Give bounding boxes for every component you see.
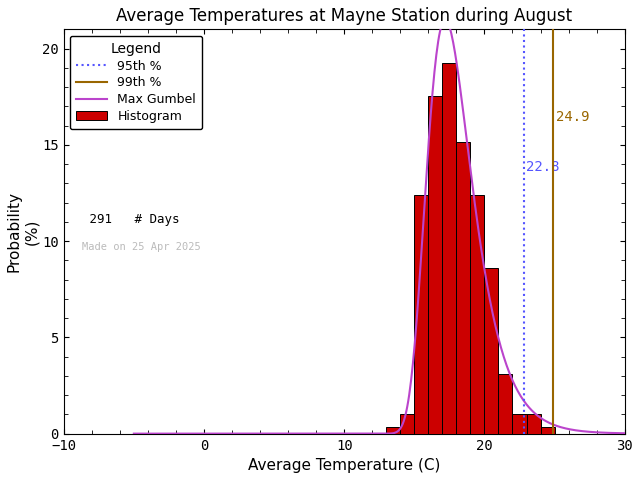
Title: Average Temperatures at Mayne Station during August: Average Temperatures at Mayne Station du… (116, 7, 572, 25)
Bar (527, 414, 541, 433)
Text: 24.9: 24.9 (556, 110, 589, 124)
Bar (456, 143, 470, 433)
Bar (513, 414, 527, 433)
Bar (428, 96, 442, 433)
Bar (484, 268, 499, 433)
Y-axis label: Probability
(%): Probability (%) (7, 191, 39, 272)
Bar (442, 63, 456, 433)
Bar (470, 195, 484, 433)
Bar (400, 414, 414, 433)
Legend: 95th %, 99th %, Max Gumbel, Histogram: 95th %, 99th %, Max Gumbel, Histogram (70, 36, 202, 129)
X-axis label: Average Temperature (C): Average Temperature (C) (248, 458, 440, 473)
Text: Made on 25 Apr 2025: Made on 25 Apr 2025 (82, 241, 200, 252)
Bar (499, 374, 513, 433)
Bar (414, 195, 428, 433)
Bar (541, 427, 555, 433)
Bar (387, 427, 400, 433)
Text: 291   # Days: 291 # Days (82, 213, 179, 226)
Text: 22.8: 22.8 (526, 160, 559, 174)
